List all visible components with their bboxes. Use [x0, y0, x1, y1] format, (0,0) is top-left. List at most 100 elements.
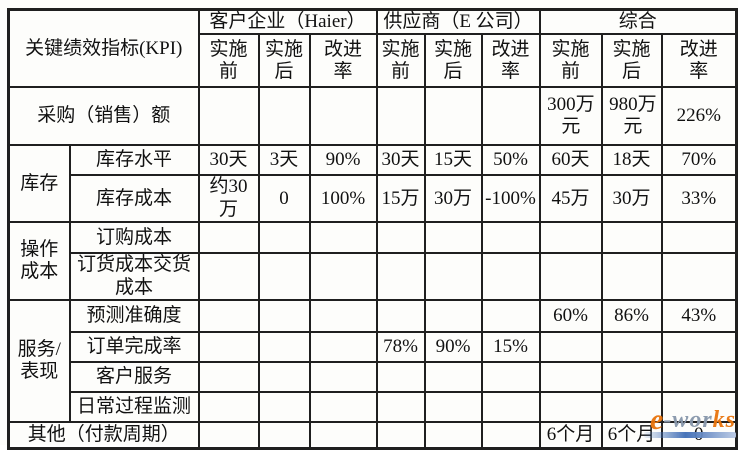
cell: [308, 299, 378, 334]
kpi-header-cell: 关键绩效指标(KPI): [7, 8, 200, 89]
cell-text: 实施前: [209, 38, 248, 82]
cell: 86%: [600, 299, 663, 334]
cell: [308, 331, 378, 364]
cell: [480, 86, 541, 147]
row-label: 订购成本: [68, 221, 200, 255]
cell-text: 实施前: [551, 38, 590, 82]
cell: [423, 421, 483, 450]
cell: 33%: [660, 174, 738, 224]
cell: 980万元: [600, 86, 663, 147]
cell: [257, 391, 311, 424]
table-row: 日常过程监测: [9, 391, 738, 424]
row-label: 其他（付款周期）: [7, 421, 200, 450]
cell: [308, 86, 378, 147]
cell: [308, 391, 378, 424]
cell: 15%: [480, 331, 541, 364]
group-label: 操作成本: [7, 221, 71, 302]
group-header-combined: 综合: [538, 8, 738, 36]
cell-text: 改进率: [323, 38, 362, 82]
cell: [197, 391, 260, 424]
cell: [600, 331, 663, 364]
cell: [257, 421, 311, 450]
cell: [538, 252, 603, 302]
cell: 3天: [257, 144, 311, 177]
cell: [197, 252, 260, 302]
cell: 90%: [423, 331, 483, 364]
cell: 6个月: [538, 421, 603, 450]
row-label: 日常过程监测: [68, 391, 200, 424]
table-row: 客户服务: [9, 361, 738, 394]
row-label: 客户服务: [68, 361, 200, 394]
cell-text: 约30万: [209, 176, 248, 220]
subheader-cell: 实施前: [375, 33, 426, 89]
cell: [423, 252, 483, 302]
cell-text: 服务/表现: [17, 338, 61, 383]
cell: 60天: [538, 144, 603, 177]
cell: [375, 391, 426, 424]
cell: 18天: [600, 144, 663, 177]
cell-text: 980万元: [609, 94, 657, 138]
cell: [600, 252, 663, 302]
cell-text: 实施前: [381, 38, 420, 82]
cell: [375, 221, 426, 255]
row-label: 采购（销售）额: [7, 86, 200, 147]
table-row: 服务/表现 预测准确度 60% 86% 43%: [7, 299, 738, 424]
row-label: 库存成本: [68, 174, 200, 224]
subheader-cell: 实施后: [257, 33, 311, 89]
cell: [197, 361, 260, 394]
cell: [257, 221, 311, 255]
cell: [600, 361, 663, 394]
table-row: 库存 库存水平 30天 3天 90% 30天 15天 50% 60天 18天 70%: [7, 144, 738, 224]
row-label: 订货成本交货成本: [68, 252, 200, 302]
cell: [375, 86, 426, 147]
table-row: 订货成本交货成本: [9, 252, 738, 302]
header-row-groups: 关键绩效指标(KPI) 客户企业（Haier） 供应商（E 公司） 综合: [7, 8, 738, 89]
cell: [257, 331, 311, 364]
cell: [375, 252, 426, 302]
cell: [423, 361, 483, 394]
cell: [660, 361, 738, 394]
cell: [423, 221, 483, 255]
cell: 100%: [308, 174, 378, 224]
cell: [423, 86, 483, 147]
cell: [308, 252, 378, 302]
cell-text: 库存: [20, 172, 59, 194]
subheader-cell: 改进率: [308, 33, 378, 89]
cell: [308, 361, 378, 394]
cell: [257, 299, 311, 334]
cell: [538, 361, 603, 394]
cell: 45万: [538, 174, 603, 224]
group-header-supplier: 供应商（E 公司）: [375, 8, 541, 36]
cell: 50%: [480, 144, 541, 177]
cell: [257, 252, 311, 302]
cell: 30万: [423, 174, 483, 224]
cell: 90%: [308, 144, 378, 177]
cell-text: 操作成本: [20, 238, 59, 283]
cell: [308, 221, 378, 255]
cell: [660, 221, 738, 255]
cell: [538, 331, 603, 364]
cell: [480, 221, 541, 255]
subheader-cell: 改进率: [480, 33, 541, 89]
cell: [423, 299, 483, 334]
subheader-cell: 实施前: [538, 33, 603, 89]
cell: [660, 331, 738, 364]
row-label: 库存水平: [68, 144, 200, 177]
cell: [257, 361, 311, 394]
subheader-cell: 实施后: [423, 33, 483, 89]
cell: 约30万: [197, 174, 260, 224]
cell: 30天: [375, 144, 426, 177]
cell: 0: [257, 174, 311, 224]
cell: [197, 299, 260, 334]
cell: 43%: [660, 299, 738, 334]
cell: [375, 421, 426, 450]
cell: [480, 421, 541, 450]
table-row: 库存成本 约30万 0 100% 15万 30万 -100% 45万 30万 33%: [9, 174, 738, 224]
kpi-comparison-table: 关键绩效指标(KPI) 客户企业（Haier） 供应商（E 公司） 综合 实施前…: [7, 8, 738, 450]
row-label: 订单完成率: [68, 331, 200, 364]
cell: 226%: [660, 86, 738, 147]
table-row: 其他（付款周期） 6个月 6个月 0: [7, 421, 738, 450]
table-row: 操作成本 订购成本: [7, 221, 738, 302]
cell: [480, 252, 541, 302]
